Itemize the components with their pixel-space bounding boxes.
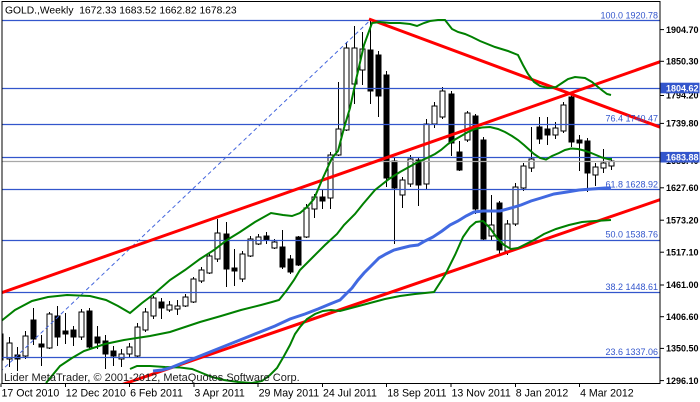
svg-text:50.0 1538.76: 50.0 1538.76	[605, 230, 658, 240]
svg-text:1517.10: 1517.10	[666, 247, 699, 257]
svg-text:38.2 1448.61: 38.2 1448.61	[605, 282, 658, 292]
svg-text:1739.80: 1739.80	[666, 119, 699, 129]
svg-text:12 Dec 2010: 12 Dec 2010	[66, 388, 126, 400]
svg-text:1804.62: 1804.62	[666, 83, 699, 93]
svg-text:GOLD.,Weekly 1672.33 1683.52: GOLD.,Weekly 1672.33 1683.52 1662.82 167…	[5, 6, 237, 17]
svg-text:1683.88: 1683.88	[666, 153, 699, 163]
svg-text:3 Apr 2011: 3 Apr 2011	[194, 388, 245, 400]
svg-text:1406.60: 1406.60	[666, 312, 699, 322]
svg-text:76.4 1740.47: 76.4 1740.47	[605, 114, 658, 124]
svg-text:23.6 1337.06: 23.6 1337.06	[605, 347, 658, 357]
svg-text:1350.50: 1350.50	[666, 344, 699, 354]
svg-text:17 Oct 2010: 17 Oct 2010	[2, 388, 60, 400]
svg-text:1850.30: 1850.30	[666, 57, 699, 67]
svg-text:4 Mar 2012: 4 Mar 2012	[580, 388, 634, 400]
svg-text:1627.60: 1627.60	[666, 183, 699, 193]
svg-text:Lider MetaTrader, © 2001-2012,: Lider MetaTrader, © 2001-2012, MetaQuote…	[4, 372, 300, 384]
svg-text:1461.00: 1461.00	[666, 280, 699, 290]
svg-text:13 Nov 2011: 13 Nov 2011	[452, 388, 511, 400]
svg-text:1296.10: 1296.10	[666, 376, 699, 386]
svg-text:18 Sep 2011: 18 Sep 2011	[387, 388, 446, 400]
svg-text:61.8 1628.92: 61.8 1628.92	[605, 180, 658, 190]
svg-text:1904.70: 1904.70	[666, 25, 699, 35]
svg-text:100.0 1920.78: 100.0 1920.78	[600, 11, 658, 21]
svg-text:1573.20: 1573.20	[666, 215, 699, 225]
svg-text:24 Jul 2011: 24 Jul 2011	[323, 388, 377, 400]
svg-text:29 May 2011: 29 May 2011	[259, 388, 320, 400]
svg-text:1794.20: 1794.20	[666, 91, 699, 101]
svg-text:6 Feb 2011: 6 Feb 2011	[130, 388, 183, 400]
svg-text:8 Jan 2012: 8 Jan 2012	[516, 388, 569, 400]
